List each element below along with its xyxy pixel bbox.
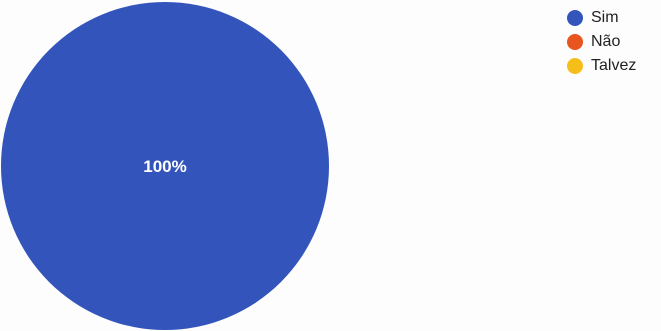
legend-label-talvez: Talvez xyxy=(591,57,637,74)
legend-label-sim: Sim xyxy=(591,9,619,26)
pie-slice-sim[interactable] xyxy=(1,2,329,330)
legend-swatch-sim xyxy=(567,10,583,26)
legend-label-nao: Não xyxy=(591,33,621,50)
legend-swatch-talvez xyxy=(567,58,583,74)
legend-item-nao[interactable]: Não xyxy=(567,30,636,54)
pie-slice-label-sim: 100% xyxy=(143,157,186,176)
legend-swatch-nao xyxy=(567,34,583,50)
legend-item-sim[interactable]: Sim xyxy=(567,6,636,30)
legend-item-talvez[interactable]: Talvez xyxy=(567,54,636,78)
chart-legend: Sim Não Talvez xyxy=(567,6,636,78)
